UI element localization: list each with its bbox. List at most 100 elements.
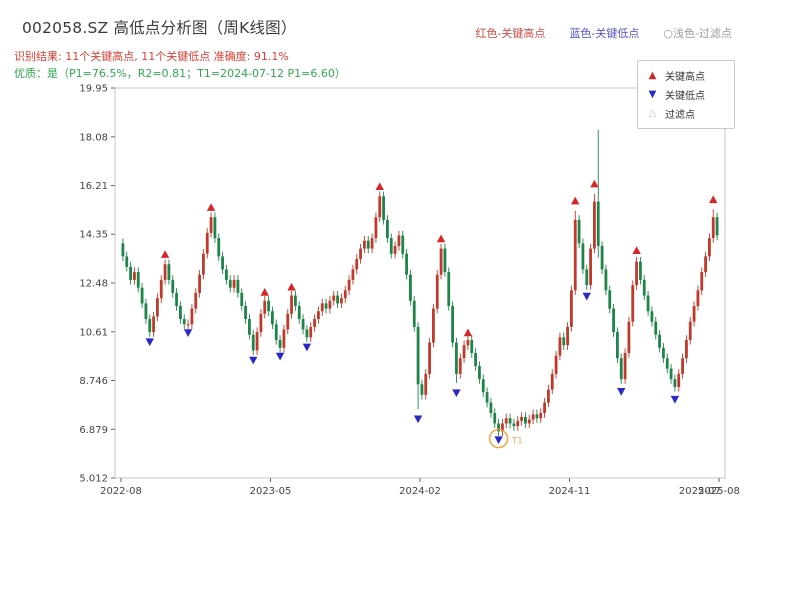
key-low-markers (145, 292, 680, 445)
candle (148, 319, 152, 333)
candle (370, 238, 374, 249)
candle (232, 279, 236, 288)
candle (217, 238, 221, 257)
legend-row-key-high: ▲ 关键高点 (647, 66, 725, 85)
candle (405, 253, 408, 275)
candle (577, 219, 581, 244)
key-low-marker (413, 415, 423, 424)
t1-highlight: T1 (488, 428, 523, 449)
candle (121, 243, 125, 257)
candles (121, 129, 719, 437)
inline-legend: 红色-关键高点 蓝色-关键低点 ○浅色-过滤点 (475, 25, 732, 41)
candle (294, 295, 297, 307)
candle (389, 238, 393, 254)
candle (186, 324, 190, 326)
candle (320, 303, 324, 312)
candle (527, 419, 531, 424)
svg-text:2024-11: 2024-11 (549, 486, 591, 497)
candle (366, 240, 370, 249)
candle (696, 290, 700, 307)
candle (455, 342, 458, 374)
candle (447, 272, 451, 307)
key-low-marker (183, 329, 193, 337)
candle (317, 311, 320, 320)
candle (558, 337, 562, 356)
candle (282, 329, 286, 348)
candle (501, 423, 504, 432)
candle (604, 269, 608, 291)
key-high-marker (436, 234, 446, 243)
candle (179, 306, 182, 320)
legend-label-key-low: 关键低点 (665, 91, 705, 102)
key-low-marker (452, 389, 461, 398)
candle (393, 245, 397, 254)
candle (278, 339, 282, 348)
candle (485, 392, 489, 403)
candle (251, 334, 255, 351)
legend-row-filter: △ 过滤点 (647, 104, 725, 123)
candle (451, 306, 454, 343)
candle (489, 402, 493, 414)
t1-label: T1 (511, 437, 523, 447)
key-low-marker (617, 388, 626, 396)
svg-text:10.61: 10.61 (79, 327, 108, 338)
candle (539, 413, 543, 419)
candle (458, 358, 462, 374)
candle (646, 295, 650, 312)
candle (190, 308, 194, 325)
candle (654, 321, 658, 335)
key-high-marker (632, 246, 641, 254)
key-high-marker (375, 182, 384, 191)
candle (439, 248, 443, 275)
candle (466, 339, 470, 346)
candle (297, 306, 301, 320)
candle (635, 261, 638, 286)
candle (324, 303, 328, 309)
candle (351, 269, 355, 280)
svg-text:18.08: 18.08 (79, 132, 108, 143)
candle (412, 300, 416, 327)
candle (424, 373, 428, 395)
key-low-marker (302, 343, 312, 352)
key-low-marker (494, 436, 503, 445)
candle (125, 256, 129, 267)
candle (378, 196, 382, 218)
candle (332, 295, 336, 301)
candle (562, 337, 566, 346)
candle (669, 368, 673, 380)
candle (313, 319, 316, 327)
candle (688, 321, 692, 340)
candle (340, 298, 343, 304)
candle (481, 379, 485, 393)
candle (259, 313, 263, 333)
key-low-marker (249, 356, 258, 365)
svg-text:2022-08: 2022-08 (100, 486, 142, 497)
candle (182, 319, 186, 325)
svg-text:14.35: 14.35 (79, 230, 108, 241)
candle (401, 235, 405, 254)
candle (133, 272, 136, 280)
candle (382, 196, 385, 220)
candle (474, 352, 477, 367)
plot-area (114, 87, 726, 479)
candle (409, 274, 412, 301)
key-high-marker (709, 195, 718, 204)
svg-text:5.012: 5.012 (79, 474, 108, 485)
key-high-marker (160, 250, 170, 258)
candle (531, 414, 535, 420)
svg-text:19.95: 19.95 (79, 84, 108, 95)
candle (267, 300, 270, 312)
svg-text:2024-02: 2024-02 (399, 486, 441, 497)
candle (543, 402, 546, 414)
candle (520, 416, 523, 421)
quality-line: 优质：是（P1=76.5%，R2=0.81；T1=2024-07-12 P1=6… (14, 67, 346, 80)
candle (470, 339, 474, 353)
candle (596, 201, 600, 246)
svg-text:16.21: 16.21 (79, 181, 108, 192)
candle (416, 326, 420, 385)
candle (136, 272, 140, 288)
candle (685, 339, 688, 359)
inline-legend-key-high: 红色-关键高点 (475, 27, 546, 40)
candle (271, 311, 274, 325)
